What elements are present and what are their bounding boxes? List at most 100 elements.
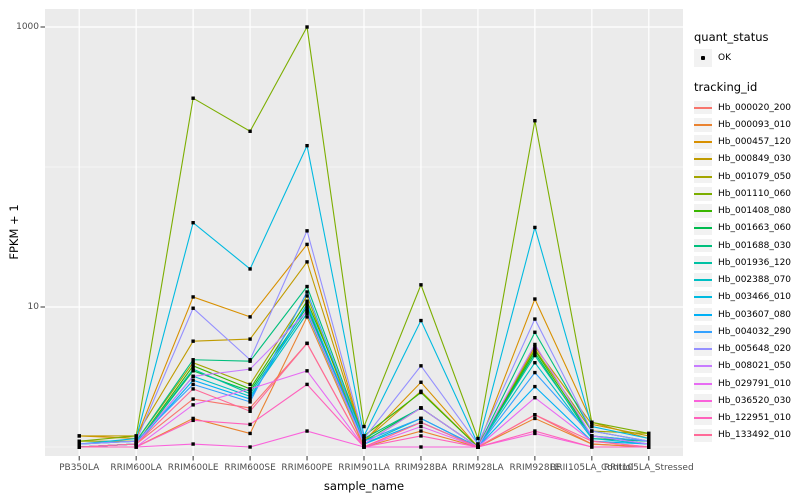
y-tick-label: 1000 xyxy=(16,22,39,32)
data-point xyxy=(533,384,537,389)
legend-line-swatch xyxy=(694,348,712,351)
data-point xyxy=(191,367,195,371)
legend-entry: Hb_000849_030 xyxy=(694,151,791,168)
legend-key xyxy=(694,394,712,408)
data-point xyxy=(590,424,594,429)
data-point xyxy=(191,403,195,407)
data-point xyxy=(191,418,195,423)
data-point xyxy=(419,416,423,421)
legend-entry-label: OK xyxy=(718,53,731,63)
legend-key xyxy=(694,152,712,167)
data-point xyxy=(248,422,252,427)
legend-entry: Hb_036520_030 xyxy=(694,392,791,409)
legend-entry-label: Hb_001688_030 xyxy=(718,240,792,251)
legend-key xyxy=(694,411,712,425)
data-point xyxy=(590,445,594,449)
data-point xyxy=(419,390,423,395)
data-point xyxy=(533,353,537,358)
data-point xyxy=(191,369,195,373)
legend-entry: Hb_001079_050 xyxy=(694,168,791,185)
legend-title-tracking-id: tracking_id xyxy=(694,80,758,94)
data-point xyxy=(305,284,309,289)
legend-key xyxy=(694,118,712,132)
data-point xyxy=(134,436,138,441)
data-point xyxy=(248,337,252,341)
legend-key xyxy=(694,359,712,374)
data-point xyxy=(191,364,195,368)
data-point xyxy=(305,294,309,298)
legend-key xyxy=(694,342,712,356)
data-point xyxy=(362,445,366,449)
data-point xyxy=(419,283,423,287)
data-point xyxy=(248,409,252,413)
legend-entry-label: Hb_008021_050 xyxy=(718,361,792,372)
legend-entry: Hb_003607_080 xyxy=(694,306,791,323)
legend-entry: Hb_001688_030 xyxy=(694,237,791,254)
legend-entry-label: Hb_000849_030 xyxy=(718,154,792,165)
data-point xyxy=(305,311,309,316)
data-point xyxy=(305,341,309,346)
data-point xyxy=(134,434,138,438)
data-point xyxy=(305,229,309,233)
data-point xyxy=(191,361,195,365)
data-point xyxy=(533,317,537,321)
data-point xyxy=(590,439,594,443)
data-point xyxy=(305,309,309,314)
data-point xyxy=(533,416,537,421)
legend-key xyxy=(694,100,712,115)
legend-line-swatch xyxy=(694,141,712,144)
legend-entry: Hb_122951_010 xyxy=(694,410,791,427)
legend-entry-label: Hb_004032_290 xyxy=(718,326,792,337)
data-point xyxy=(476,445,480,449)
data-point xyxy=(191,442,195,446)
data-point xyxy=(647,445,651,449)
data-point xyxy=(647,431,651,436)
data-point xyxy=(419,424,423,429)
data-point xyxy=(533,429,537,433)
data-point xyxy=(590,442,594,446)
data-point xyxy=(305,260,309,264)
legend-key xyxy=(694,256,712,270)
data-point xyxy=(590,434,594,438)
data-point xyxy=(191,397,195,401)
data-point xyxy=(248,394,252,399)
data-point xyxy=(248,358,252,362)
legend-key xyxy=(694,325,712,339)
legend-entry: Hb_133492_010 xyxy=(694,427,791,444)
legend-entry-label: Hb_002388_070 xyxy=(718,275,792,286)
legend-entry: Hb_004032_290 xyxy=(694,323,791,340)
data-point xyxy=(191,374,195,378)
legend-key xyxy=(694,187,712,201)
legend-key xyxy=(694,49,712,67)
data-point xyxy=(305,429,309,433)
legend-key xyxy=(694,290,712,305)
legend-key xyxy=(694,428,712,443)
data-point xyxy=(248,267,252,271)
legend-title-quant-status: quant_status xyxy=(694,30,769,44)
x-tick-label: RRIM600SE xyxy=(224,463,276,473)
data-point xyxy=(191,306,195,310)
data-point xyxy=(134,442,138,446)
legend-entry: Hb_002388_070 xyxy=(694,272,791,289)
x-axis-title: sample_name xyxy=(323,479,405,493)
legend-tracking-id-block: tracking_id Hb_000020_200 Hb_000093_010 Hb… xyxy=(694,80,791,444)
data-point xyxy=(419,318,423,323)
legend-line-swatch xyxy=(694,123,712,126)
legend-entry-label: Hb_001936_120 xyxy=(718,257,792,268)
y-tick-label: 10 xyxy=(27,302,39,312)
legend-entry-ok: OK xyxy=(694,49,791,67)
data-point xyxy=(77,434,81,438)
legend-key xyxy=(694,204,712,218)
legend-line-swatch xyxy=(694,192,712,195)
data-point xyxy=(248,431,252,436)
x-tick-label: RRII105LA_Stressed xyxy=(603,463,694,473)
data-point xyxy=(362,424,366,429)
legend-entry: Hb_029791_010 xyxy=(694,375,791,392)
x-tick-label: RRIM928LA xyxy=(452,463,504,473)
legend-key xyxy=(694,273,712,287)
legend-entry-label: Hb_000093_010 xyxy=(718,119,792,130)
data-point xyxy=(590,420,594,425)
data-point xyxy=(419,429,423,433)
data-point xyxy=(191,295,195,299)
